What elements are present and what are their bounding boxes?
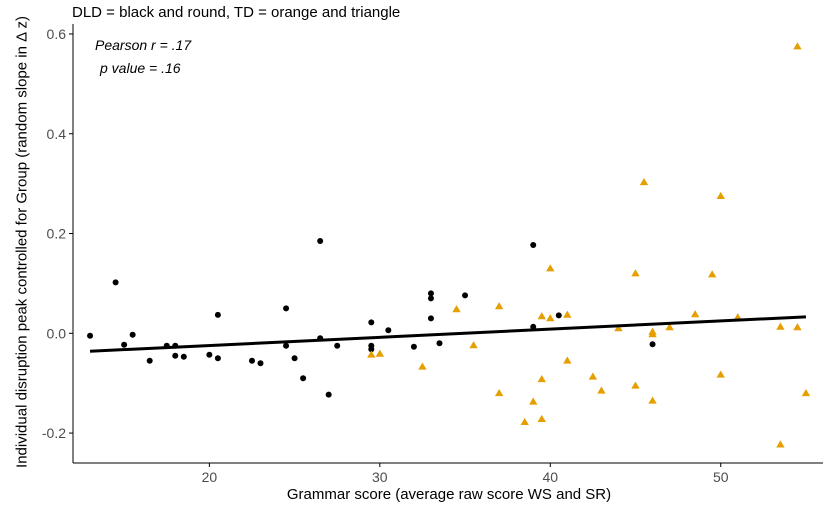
- td-point: [452, 305, 461, 313]
- td-point: [708, 270, 717, 278]
- pearson-r-annotation: Pearson r = .17: [95, 37, 192, 53]
- dld-point: [112, 279, 119, 286]
- dld-point: [291, 355, 298, 362]
- y-tick-label: 0.0: [47, 325, 67, 341]
- y-tick-label: 0.6: [47, 26, 67, 42]
- td-point: [537, 414, 546, 423]
- td-point: [367, 350, 376, 358]
- dld-point: [334, 342, 341, 349]
- dld-point: [206, 351, 213, 358]
- y-tick-label: 0.4: [47, 126, 67, 142]
- dld-point: [146, 357, 153, 364]
- trend-line: [89, 315, 807, 353]
- td-point: [690, 310, 700, 318]
- y-tick-label: 0.2: [47, 226, 67, 242]
- chart-subtitle: DLD = black and round, TD = orange and t…: [72, 4, 401, 21]
- dld-point: [462, 292, 469, 299]
- dld-point: [283, 342, 290, 349]
- td-point: [648, 330, 657, 338]
- td-point: [716, 191, 725, 200]
- td-point: [588, 372, 598, 380]
- dld-point: [214, 311, 221, 318]
- dld-point: [87, 332, 94, 339]
- td-point: [639, 177, 649, 186]
- y-tick-label: -0.2: [42, 425, 66, 441]
- td-point: [537, 374, 546, 383]
- td-point: [563, 356, 572, 364]
- td-point: [546, 264, 555, 272]
- dld-point: [257, 360, 264, 367]
- dld-point: [121, 341, 128, 348]
- dld-point: [427, 290, 434, 297]
- dld-point: [317, 238, 324, 245]
- td-point: [529, 397, 538, 405]
- x-tick-label: 30: [372, 469, 388, 485]
- td-point: [563, 310, 572, 318]
- dld-point: [530, 323, 537, 330]
- x-tick-label: 50: [713, 469, 729, 485]
- dld-point: [300, 375, 307, 382]
- td-point: [375, 349, 385, 357]
- td-point: [494, 388, 504, 397]
- td-point: [801, 388, 811, 397]
- td-point: [776, 322, 785, 330]
- td-point: [469, 341, 478, 349]
- td-point: [631, 381, 640, 389]
- td-point: [520, 417, 529, 426]
- dld-point: [385, 327, 392, 334]
- dld-point: [427, 295, 434, 302]
- x-axis-ticks: 20 30 40 50: [202, 463, 729, 485]
- td-point: [733, 313, 742, 321]
- p-value-annotation: p value = .16: [100, 60, 181, 76]
- dld-point: [649, 341, 656, 348]
- td-point: [631, 269, 640, 277]
- y-axis-ticks: -0.2 0.0 0.2 0.4 0.6: [42, 26, 73, 441]
- td-point: [648, 396, 657, 404]
- dld-point: [325, 391, 332, 398]
- dld-point: [248, 357, 255, 364]
- td-point: [776, 440, 785, 448]
- td-point: [597, 386, 606, 394]
- td-point: [546, 314, 555, 322]
- dld-point: [410, 343, 417, 350]
- x-tick-label: 20: [202, 469, 218, 485]
- td-point: [716, 370, 725, 378]
- dld-point: [436, 340, 443, 347]
- x-axis-label: Grammar score (average raw score WS and …: [286, 486, 612, 503]
- td-point: [665, 323, 674, 331]
- dld-point: [180, 353, 187, 360]
- dld-point: [283, 305, 290, 312]
- dld-point: [427, 315, 434, 322]
- dld-point: [368, 319, 375, 326]
- dld-point: [129, 331, 136, 338]
- td-point: [494, 302, 504, 310]
- dld-point: [555, 312, 562, 319]
- td-point: [793, 323, 802, 331]
- dld-point: [214, 355, 221, 362]
- td-point: [537, 312, 546, 320]
- dld-point: [530, 241, 537, 248]
- td-point: [418, 362, 427, 370]
- td-point: [793, 42, 802, 50]
- x-tick-label: 40: [542, 469, 558, 485]
- dld-point: [172, 352, 179, 359]
- td-point: [614, 324, 623, 332]
- dld-point: [368, 346, 375, 353]
- plot-marks: [87, 42, 811, 448]
- y-axis-label: Individual disruption peak controlled fo…: [13, 16, 31, 468]
